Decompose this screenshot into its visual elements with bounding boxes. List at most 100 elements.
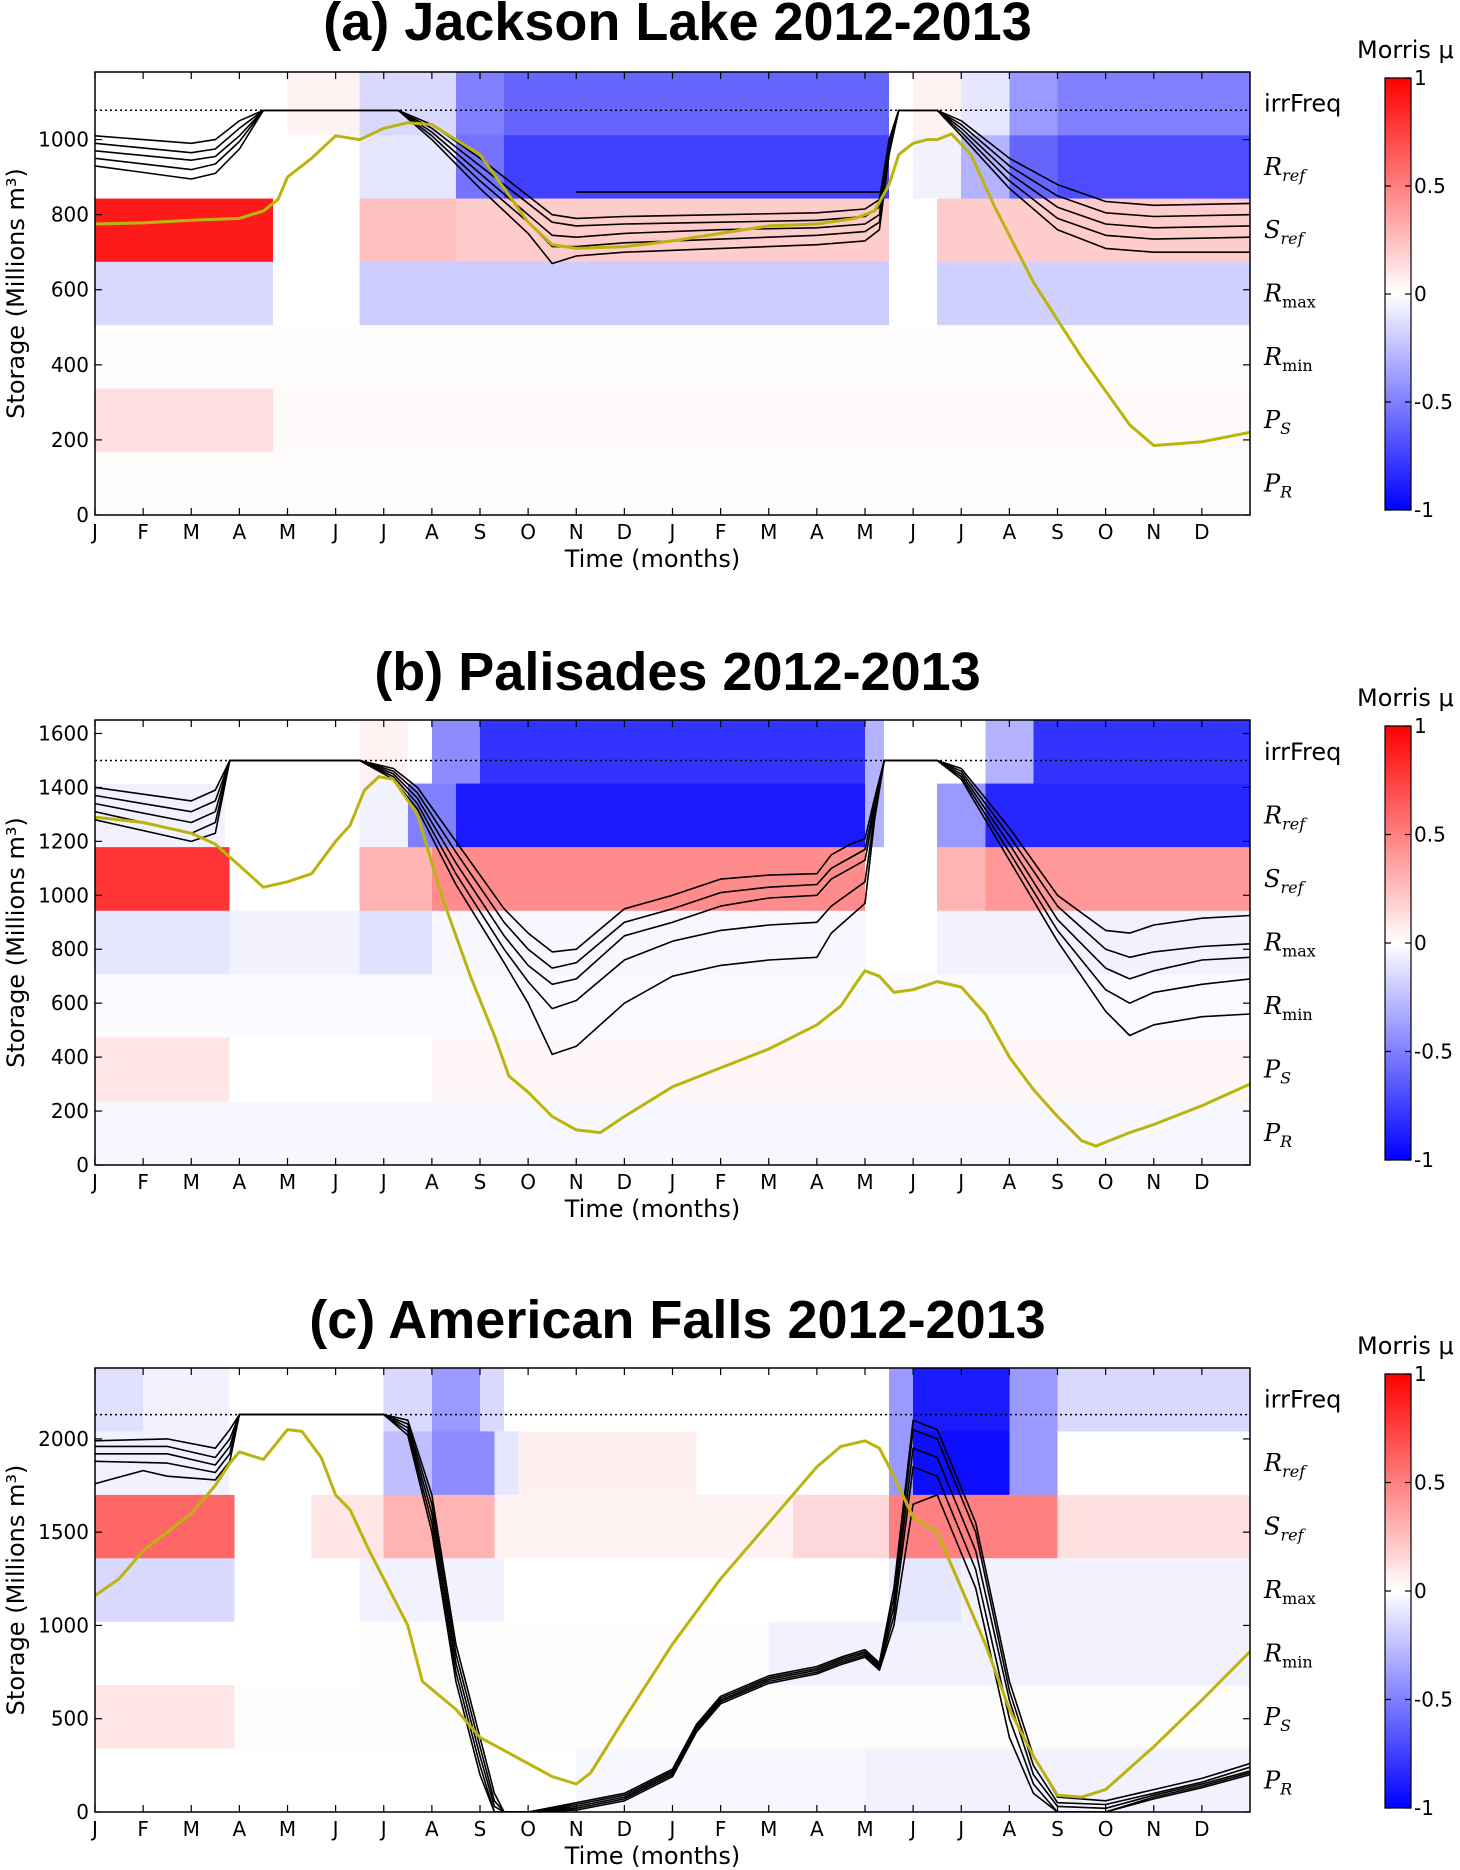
heatmap-band-R-min — [95, 325, 1250, 389]
x-tick-label: M — [183, 1817, 200, 1841]
x-tick-label: M — [279, 1817, 296, 1841]
y-tick-label: 1000 — [38, 128, 89, 152]
x-tick-label: J — [908, 1817, 916, 1841]
colorbar-tick-label: -1 — [1414, 1796, 1434, 1820]
heatmap-band-R-min — [95, 974, 1250, 1039]
param-label-r-ref: Rref — [1263, 801, 1308, 833]
x-tick-label: S — [1051, 520, 1064, 544]
colorbar: Morris μ1 0.5 0 -0.5 -1 — [1357, 36, 1454, 522]
y-tick-label: 200 — [51, 428, 89, 452]
chart-title: (a) Jackson Lake 2012-2013 — [323, 0, 1031, 52]
x-tick-label: A — [810, 1170, 824, 1194]
x-tick-label: J — [90, 1817, 98, 1841]
x-tick-label: M — [279, 1170, 296, 1194]
x-tick-label: J — [956, 520, 964, 544]
colorbar-tick-label: -1 — [1414, 1148, 1434, 1172]
x-tick-label: S — [474, 520, 487, 544]
param-label-r-ref: Rref — [1263, 153, 1308, 185]
x-tick-label: D — [617, 520, 632, 544]
x-tick-label: M — [183, 520, 200, 544]
x-tick-label: D — [1194, 1170, 1209, 1194]
colorbar-tick-label: 0 — [1414, 282, 1427, 306]
y-tick-label: 400 — [51, 1045, 89, 1069]
x-tick-label: A — [810, 520, 824, 544]
param-label-r-max: Rmax — [1263, 280, 1316, 312]
plot-area — [95, 1368, 1250, 1812]
y-tick-label: 800 — [51, 937, 89, 961]
heatmap-band-irrFreq — [95, 720, 1250, 785]
heatmap-band-S-ref — [95, 847, 1250, 912]
x-tick-label: J — [668, 1817, 676, 1841]
x-tick-label: J — [956, 1817, 964, 1841]
y-tick-label: 600 — [51, 278, 89, 302]
x-tick-label: M — [856, 1170, 873, 1194]
heatmap-band-P-R — [95, 451, 1250, 515]
y-tick-label: 0 — [76, 503, 89, 527]
x-tick-label: M — [183, 1170, 200, 1194]
y-axis-label: Storage (Millions m³) — [2, 1465, 30, 1716]
y-tick-label: 800 — [51, 203, 89, 227]
storage-trajectory-line — [95, 1413, 1250, 1812]
colorbar-tick-label: 0.5 — [1414, 823, 1446, 847]
colorbar-tick-label: 1 — [1414, 66, 1427, 90]
x-tick-label: S — [1051, 1817, 1064, 1841]
x-tick-label: F — [715, 1170, 727, 1194]
x-tick-label: S — [474, 1817, 487, 1841]
x-tick-label: F — [137, 520, 149, 544]
x-tick-label: D — [617, 1170, 632, 1194]
x-tick-label: J — [90, 520, 98, 544]
storage-trajectory-line — [95, 1413, 1250, 1812]
storage-trajectory-line — [95, 1413, 1250, 1812]
colorbar-tick-label: -0.5 — [1414, 390, 1453, 414]
colorbar-tick-label: -1 — [1414, 498, 1434, 522]
y-tick-label: 200 — [51, 1099, 89, 1123]
x-tick-label: O — [520, 1170, 536, 1194]
x-tick-label: D — [1194, 1817, 1209, 1841]
x-tick-label: A — [233, 520, 247, 544]
storage-trajectory-line — [95, 759, 1250, 1056]
heatmap-band-R-ref — [95, 1431, 1250, 1496]
x-tick-label: J — [331, 520, 339, 544]
chart-panel-1: (a) Jackson Lake 2012-2013 0 200 400 600 800 1… — [2, 0, 1454, 573]
param-label-p-S: PS — [1263, 1703, 1291, 1735]
y-tick-label: 0 — [76, 1153, 89, 1177]
chart-title: (b) Palisades 2012-2013 — [374, 642, 980, 702]
x-tick-label: M — [856, 520, 873, 544]
colorbar-title: Morris μ — [1357, 36, 1454, 64]
x-tick-label: S — [1051, 1170, 1064, 1194]
param-label-r-min: Rmin — [1263, 1639, 1313, 1671]
param-label-s-ref: Sref — [1264, 216, 1307, 248]
param-label-p-R: PR — [1263, 469, 1292, 501]
x-tick-label: D — [617, 1817, 632, 1841]
x-tick-label: A — [1003, 1817, 1017, 1841]
x-tick-label: S — [474, 1170, 487, 1194]
param-label-r-max: Rmax — [1263, 929, 1316, 961]
param-label-s-ref: Sref — [1264, 1513, 1307, 1545]
colorbar-tick-label: -0.5 — [1414, 1688, 1453, 1712]
colorbar-title: Morris μ — [1357, 684, 1454, 712]
x-tick-label: O — [1098, 520, 1114, 544]
x-tick-label: A — [810, 1817, 824, 1841]
x-tick-label: O — [1098, 1170, 1114, 1194]
heatmap-band-P-S — [95, 1685, 1250, 1750]
y-tick-label: 1600 — [38, 721, 89, 745]
y-tick-label: 400 — [51, 353, 89, 377]
x-tick-label: A — [425, 520, 439, 544]
observed-storage-line — [95, 121, 1250, 447]
storage-trajectory-line — [95, 759, 1250, 953]
x-tick-label: A — [1003, 1170, 1017, 1194]
x-tick-label: J — [331, 1170, 339, 1194]
colorbar: Morris μ1 0.5 0 -0.5 -1 — [1357, 1332, 1454, 1820]
x-tick-label: N — [1146, 1170, 1161, 1194]
x-tick-label: F — [715, 1817, 727, 1841]
param-label-r-min: Rmin — [1263, 992, 1313, 1024]
x-tick-label: O — [1098, 1817, 1114, 1841]
colorbar-tick-label: 0.5 — [1414, 174, 1446, 198]
param-label-p-R: PR — [1263, 1766, 1292, 1798]
param-label-p-S: PS — [1263, 1056, 1291, 1088]
storage-trajectory-line — [95, 1413, 1250, 1812]
heatmap-band-R-max — [95, 1558, 1250, 1623]
storage-trajectory-line — [95, 1413, 1250, 1812]
x-tick-label: N — [1146, 520, 1161, 544]
